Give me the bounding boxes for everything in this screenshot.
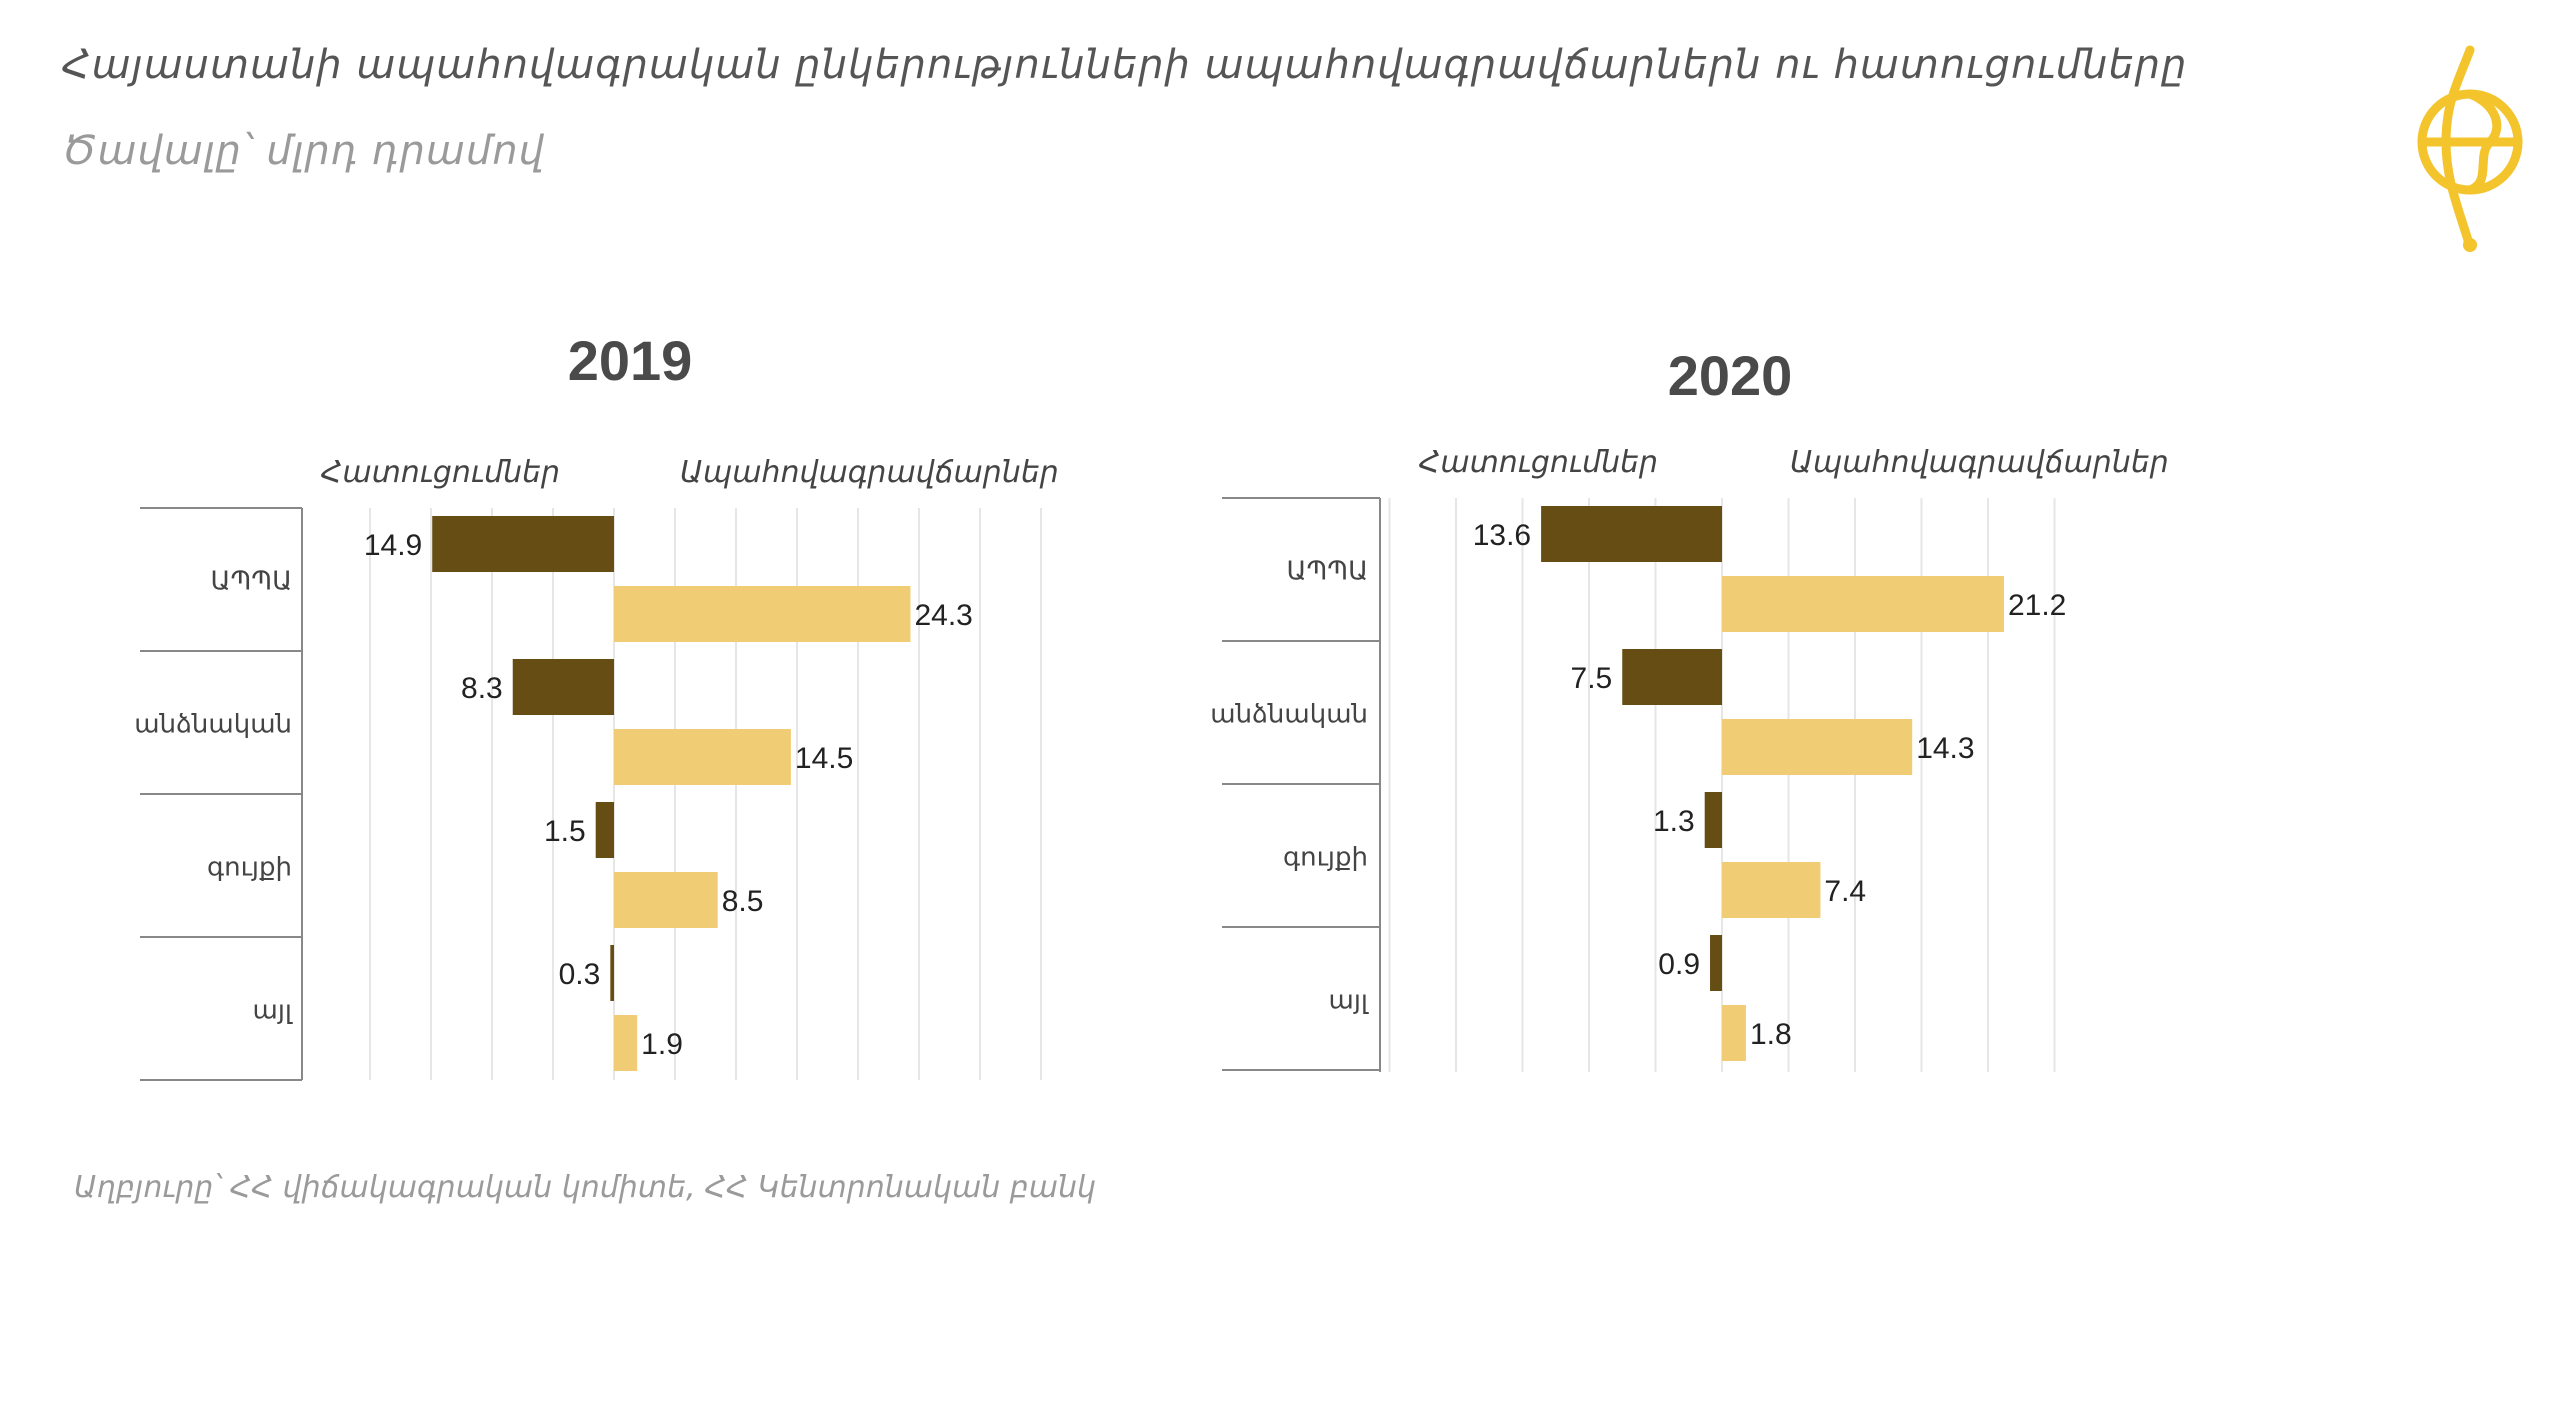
bar-payouts	[1622, 649, 1722, 705]
data-label-payouts: 13.6	[1473, 519, 1531, 552]
category-label: գույքի	[207, 853, 292, 883]
data-label-premiums: 1.8	[1750, 1018, 1792, 1051]
bar-premiums	[614, 729, 791, 785]
category-label: ԱՊՊԱ	[211, 567, 292, 597]
bar-payouts	[432, 516, 614, 572]
data-label-payouts: 8.3	[461, 672, 503, 705]
category-label: անձնական	[1210, 700, 1368, 730]
bar-payouts	[595, 802, 614, 858]
bar-premiums	[1722, 576, 2004, 632]
page-title: Հայաստանի ապահովագրական ընկերությունների…	[62, 42, 2188, 88]
data-label-premiums: 1.9	[641, 1028, 683, 1061]
bar-premiums	[1722, 719, 1913, 775]
data-label-payouts: 14.9	[364, 529, 422, 562]
data-label-payouts: 0.3	[559, 958, 601, 991]
data-label-premiums: 21.2	[2008, 589, 2066, 622]
bar-payouts	[610, 945, 614, 1001]
bar-payouts	[1704, 792, 1722, 848]
category-label: այլ	[253, 996, 293, 1026]
page-subtitle: Ծավալը՝ մլրդ դրամով	[62, 128, 545, 174]
data-label-payouts: 1.5	[544, 815, 586, 848]
data-label-premiums: 24.3	[914, 599, 972, 632]
category-label: անձնական	[134, 710, 292, 740]
logo-icon	[2417, 45, 2523, 252]
bar-payouts	[1710, 935, 1722, 991]
bar-premiums	[614, 1015, 638, 1071]
category-label: գույքի	[1283, 843, 1368, 873]
data-label-payouts: 7.5	[1571, 662, 1613, 695]
chart-title: 2020	[1668, 344, 1793, 407]
legend-entry-payouts: Հատուցումներ	[321, 455, 560, 490]
bar-premiums	[1722, 1005, 1746, 1061]
bar-premiums	[1722, 862, 1821, 918]
bar-premiums	[614, 586, 911, 642]
data-label-premiums: 7.4	[1824, 875, 1866, 908]
legend-entry-payouts: Հատուցումներ	[1419, 445, 1658, 480]
data-label-payouts: 1.3	[1653, 805, 1695, 838]
data-label-payouts: 0.9	[1658, 948, 1700, 981]
chart-2019: 2019 Հատուցումներ Ապահովագրավճարներ ԱՊՊԱ 14.…	[134, 329, 1059, 1081]
bar-payouts	[512, 659, 614, 715]
category-label: այլ	[1329, 986, 1369, 1016]
data-label-premiums: 14.3	[1916, 732, 1974, 765]
chart-2020: 2020 Հատուցումներ Ապահովագրավճարներ ԱՊՊԱ 13.…	[1210, 344, 2169, 1072]
category-label: ԱՊՊԱ	[1287, 557, 1368, 587]
bar-premiums	[614, 872, 718, 928]
data-label-premiums: 8.5	[722, 885, 764, 918]
chart-title: 2019	[568, 329, 693, 392]
source-note: Աղբյուրը՝ ՀՀ վիճակագրական կոմիտե, ՀՀ Կեն…	[74, 1170, 1097, 1205]
legend-entry-premiums: Ապահովագրավճարներ	[1790, 445, 2169, 480]
data-label-premiums: 14.5	[795, 742, 853, 775]
legend-entry-premiums: Ապահովագրավճարներ	[680, 455, 1059, 490]
bar-payouts	[1541, 506, 1722, 562]
